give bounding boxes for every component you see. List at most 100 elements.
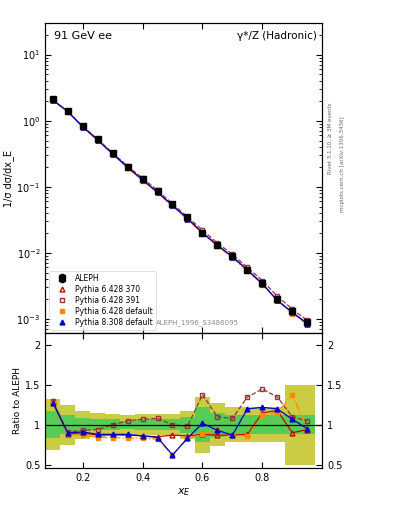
Pythia 6.428 default	[170, 203, 175, 209]
Bar	[195, 397, 210, 453]
Bar	[165, 415, 180, 435]
Bar	[90, 419, 105, 431]
Pythia 6.428 391	[50, 97, 55, 103]
Pythia 6.428 391	[110, 150, 115, 156]
Pythia 6.428 370	[50, 97, 55, 103]
Pythia 6.428 391	[65, 109, 70, 115]
Bar	[105, 415, 120, 435]
Pythia 6.428 370	[170, 202, 175, 208]
Pythia 6.428 370	[215, 242, 220, 248]
Bar	[135, 419, 150, 431]
Pythia 8.308 default	[155, 189, 160, 196]
Line: Pythia 6.428 391: Pythia 6.428 391	[50, 98, 310, 323]
Pythia 6.428 370	[155, 189, 160, 195]
Pythia 6.428 391	[260, 278, 265, 284]
Pythia 8.308 default	[290, 309, 295, 315]
Bar	[255, 415, 270, 434]
X-axis label: $x_E$: $x_E$	[177, 486, 191, 498]
Bar	[90, 413, 105, 437]
Y-axis label: Ratio to ALEPH: Ratio to ALEPH	[13, 368, 22, 435]
Bar	[255, 408, 270, 442]
Line: Pythia 6.428 370: Pythia 6.428 370	[50, 98, 310, 326]
Pythia 8.308 default	[170, 202, 175, 208]
Pythia 6.428 default	[275, 297, 280, 304]
Pythia 6.428 default	[110, 151, 115, 157]
Pythia 6.428 391	[170, 201, 175, 207]
Pythia 6.428 default	[305, 321, 310, 327]
Bar	[300, 415, 315, 434]
Bar	[120, 415, 135, 434]
Text: γ*/Z (Hadronic): γ*/Z (Hadronic)	[237, 31, 317, 41]
Bar	[45, 411, 60, 438]
Pythia 6.428 default	[95, 137, 100, 143]
Pythia 6.428 default	[125, 165, 130, 171]
Pythia 6.428 391	[185, 214, 190, 220]
Pythia 6.428 391	[215, 240, 220, 246]
Bar	[270, 408, 285, 442]
Pythia 6.428 default	[185, 217, 190, 223]
Bar	[135, 415, 150, 435]
Bar	[285, 415, 300, 434]
Pythia 6.428 391	[200, 227, 205, 233]
Pythia 6.428 default	[50, 97, 55, 103]
Legend: ALEPH, Pythia 6.428 370, Pythia 6.428 391, Pythia 6.428 default, Pythia 8.308 de: ALEPH, Pythia 6.428 370, Pythia 6.428 39…	[49, 271, 156, 330]
Pythia 6.428 370	[290, 309, 295, 315]
Pythia 8.308 default	[140, 177, 145, 183]
Pythia 6.428 391	[80, 123, 85, 130]
Bar	[195, 408, 210, 442]
Pythia 6.428 370	[95, 137, 100, 143]
Bar	[225, 408, 240, 442]
Pythia 6.428 370	[230, 253, 235, 260]
Bar	[240, 415, 255, 434]
Bar	[240, 408, 255, 442]
Pythia 6.428 default	[65, 109, 70, 115]
Bar	[180, 417, 195, 433]
Pythia 6.428 default	[155, 189, 160, 196]
Pythia 6.428 391	[230, 251, 235, 258]
Pythia 8.308 default	[230, 253, 235, 260]
Pythia 6.428 391	[290, 306, 295, 312]
Bar	[60, 405, 75, 444]
Pythia 8.308 default	[80, 123, 85, 130]
Bar	[300, 385, 315, 464]
Pythia 8.308 default	[275, 297, 280, 304]
Pythia 6.428 370	[305, 321, 310, 327]
Pythia 6.428 default	[290, 311, 295, 317]
Pythia 8.308 default	[305, 321, 310, 327]
Pythia 6.428 391	[125, 163, 130, 169]
Pythia 6.428 default	[245, 268, 250, 274]
Pythia 6.428 370	[200, 230, 205, 236]
Line: Pythia 8.308 default: Pythia 8.308 default	[50, 98, 310, 326]
Pythia 8.308 default	[65, 109, 70, 115]
Pythia 6.428 370	[275, 297, 280, 304]
Bar	[75, 411, 90, 439]
Pythia 6.428 391	[275, 293, 280, 300]
Bar	[285, 385, 300, 464]
Text: mcplots.cern.ch [arXiv:1306.3436]: mcplots.cern.ch [arXiv:1306.3436]	[340, 116, 345, 211]
Pythia 8.308 default	[185, 216, 190, 222]
Bar	[75, 418, 90, 431]
Pythia 8.308 default	[110, 151, 115, 157]
Bar	[105, 419, 120, 431]
Bar	[165, 419, 180, 431]
Bar	[210, 413, 225, 437]
Pythia 6.428 default	[215, 243, 220, 249]
Pythia 6.428 370	[80, 123, 85, 130]
Pythia 8.308 default	[125, 164, 130, 170]
Pythia 8.308 default	[245, 267, 250, 273]
Pythia 8.308 default	[215, 242, 220, 248]
Pythia 6.428 391	[305, 317, 310, 324]
Pythia 6.428 370	[140, 177, 145, 183]
Bar	[225, 415, 240, 434]
Pythia 6.428 default	[80, 124, 85, 130]
Pythia 8.308 default	[200, 230, 205, 236]
Pythia 6.428 391	[245, 264, 250, 270]
Text: 91 GeV ee: 91 GeV ee	[53, 31, 112, 41]
Pythia 6.428 370	[65, 109, 70, 115]
Pythia 6.428 default	[230, 254, 235, 261]
Pythia 8.308 default	[260, 281, 265, 287]
Text: Rivet 3.1.10, ≥ 3M events: Rivet 3.1.10, ≥ 3M events	[328, 102, 333, 174]
Pythia 6.428 default	[200, 230, 205, 237]
Bar	[150, 419, 165, 431]
Pythia 6.428 370	[245, 267, 250, 273]
